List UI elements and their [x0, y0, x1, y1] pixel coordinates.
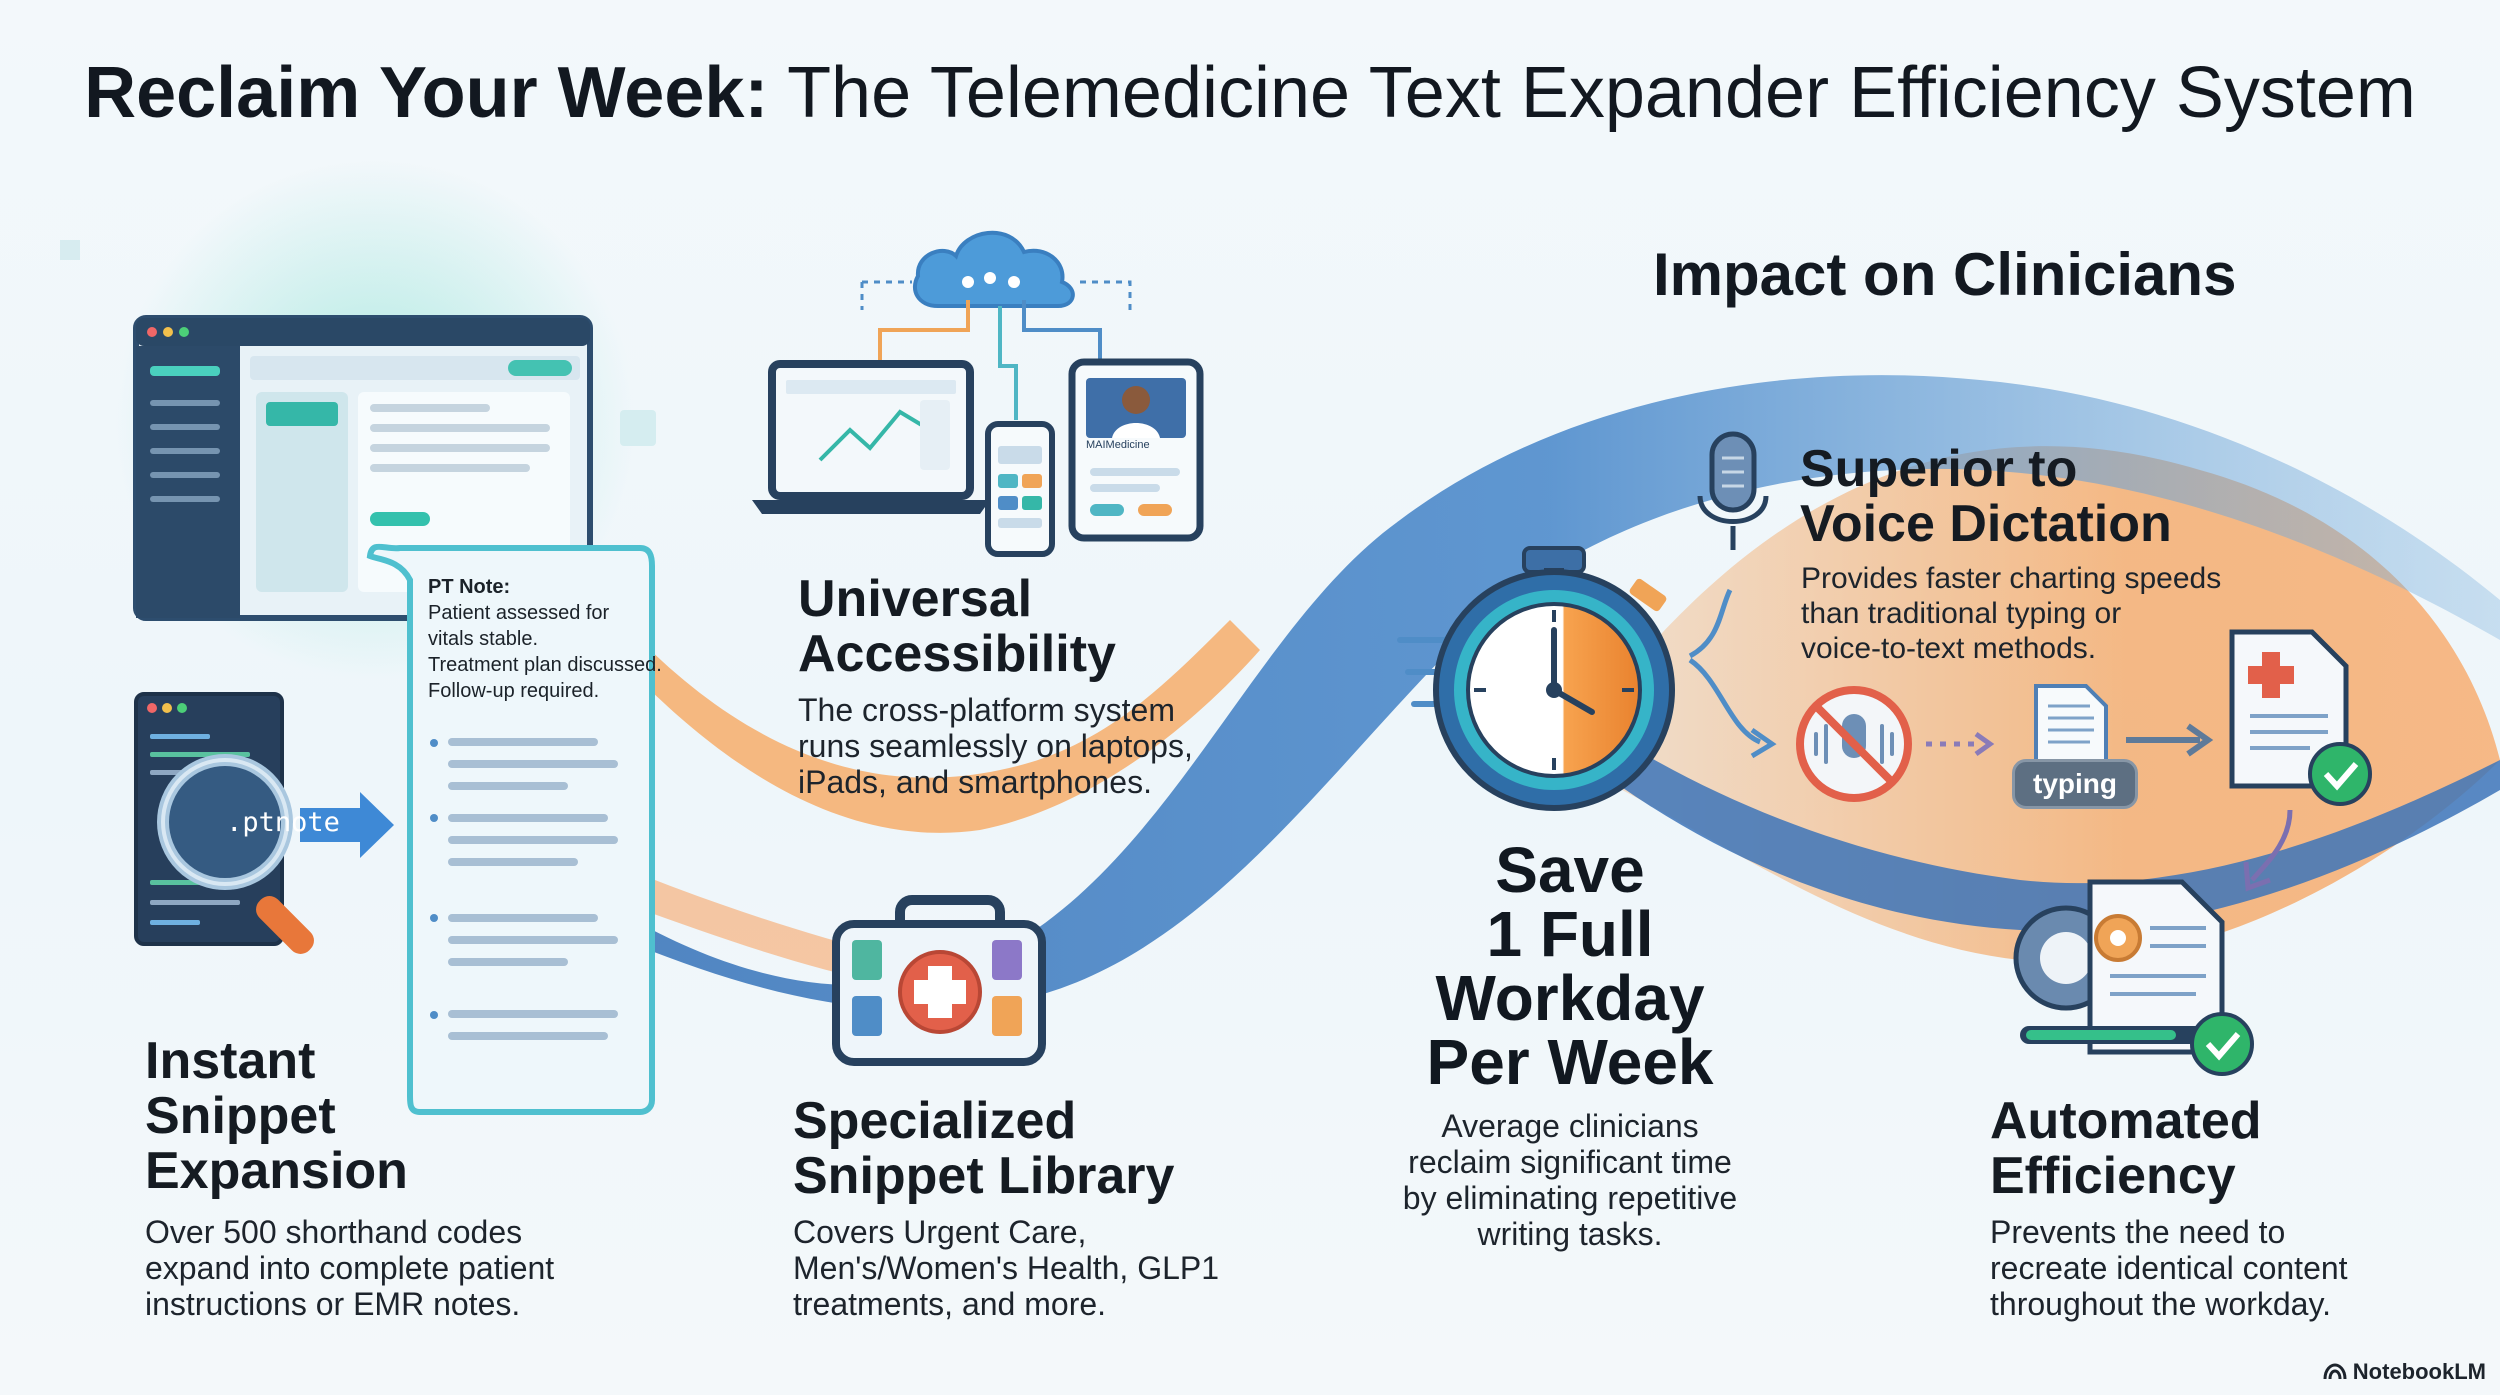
pt-note-line: Treatment plan discussed. — [428, 654, 662, 676]
medical-kit-icon — [832, 895, 1046, 1066]
title-line: 1 Full — [1486, 898, 1654, 970]
title-line: Snippet Library — [793, 1147, 1175, 1205]
smartphone-icon — [985, 421, 1055, 557]
title-line: Superior to — [1800, 440, 2078, 498]
impact-heading: Impact on Clinicians — [1653, 241, 2237, 308]
tablet-label: MAIMedicine — [1086, 439, 1150, 451]
document-icon — [2034, 684, 2108, 770]
brand-label: NotebookLM — [2352, 1359, 2486, 1384]
browser-window-icon — [60, 160, 656, 680]
pt-note-document — [366, 543, 655, 1115]
pt-note-text: PT Note: Patient assessed for vitals sta… — [428, 574, 668, 704]
desc-line: Covers Urgent Care, — [793, 1214, 1087, 1250]
save-workday-description: Average clinicians reclaim significant t… — [1340, 1108, 1800, 1252]
save-workday-title: Save 1 Full Workday Per Week — [1330, 838, 1810, 1094]
desc-line: Prevents the need to — [1990, 1214, 2286, 1250]
typing-chip: typing — [2012, 759, 2138, 809]
checkmark-icon — [2308, 742, 2372, 806]
tablet-icon: MAIMedicine — [1068, 358, 1204, 542]
desc-line: Provides faster charting speeds — [1801, 562, 2222, 595]
stopwatch-icon — [1397, 546, 1675, 811]
pt-note-line: vitals stable. — [428, 628, 539, 650]
title-bold: Reclaim Your Week: — [84, 53, 769, 133]
title-line: Per Week — [1426, 1026, 1714, 1098]
title-line: Accessibility — [798, 625, 1116, 683]
page-title: Reclaim Your Week: The Telemedicine Text… — [0, 52, 2500, 134]
desc-line: reclaim significant time — [1408, 1144, 1732, 1180]
pt-note-line: Follow-up required. — [428, 680, 600, 702]
desc-line: Over 500 shorthand codes — [145, 1214, 523, 1250]
desc-line: instructions or EMR notes. — [145, 1286, 521, 1322]
title-line: Automated — [1990, 1092, 2262, 1150]
no-voice-icon — [1796, 686, 1912, 802]
desc-line: runs seamlessly on laptops, — [798, 728, 1193, 764]
instant-snippet-description: Over 500 shorthand codes expand into com… — [145, 1214, 554, 1322]
snippet-code: .ptnote — [226, 807, 340, 838]
universal-accessibility-description: The cross-platform system runs seamlessl… — [798, 692, 1193, 800]
title-line: Universal — [798, 570, 1033, 628]
notebooklm-brand: NotebookLM — [2323, 1359, 2486, 1385]
title-line: Snippet — [145, 1087, 336, 1145]
title-line: Voice Dictation — [1800, 495, 2172, 553]
desc-line: iPads, and smartphones. — [798, 764, 1152, 800]
voice-dictation-description: Provides faster charting speeds than tra… — [1801, 561, 2221, 666]
title-rest: The Telemedicine Text Expander Efficienc… — [768, 53, 2416, 133]
medical-document-icon — [2229, 629, 2349, 789]
desc-line: throughout the workday. — [1990, 1286, 2331, 1322]
desc-line: Men's/Women's Health, GLP1 — [793, 1250, 1220, 1286]
desc-line: The cross-platform system — [798, 692, 1175, 728]
title-line: Instant — [145, 1032, 316, 1090]
desc-line: treatments, and more. — [793, 1286, 1107, 1322]
microphone-icon — [1697, 431, 1769, 550]
cloud-icon — [860, 230, 1132, 420]
desc-line: voice-to-text methods. — [1801, 632, 2097, 665]
snippet-library-title: Specialized Snippet Library — [793, 1094, 1174, 1204]
desc-line: recreate identical content — [1990, 1250, 2348, 1286]
desc-line: by eliminating repetitive — [1402, 1180, 1738, 1216]
desc-line: than traditional typing or — [1801, 597, 2122, 630]
desc-line: Average clinicians — [1441, 1108, 1699, 1144]
snippet-library-description: Covers Urgent Care, Men's/Women's Health… — [793, 1214, 1219, 1322]
title-line: Save — [1495, 834, 1645, 906]
automated-efficiency-description: Prevents the need to recreate identical … — [1990, 1214, 2348, 1322]
pt-note-title: PT Note: — [428, 576, 511, 598]
desc-line: writing tasks. — [1477, 1216, 1663, 1252]
universal-accessibility-title: Universal Accessibility — [798, 572, 1116, 682]
desc-line: expand into complete patient — [145, 1250, 555, 1286]
checkmark-icon — [2190, 1012, 2254, 1076]
title-line: Workday — [1435, 962, 1705, 1034]
laptop-icon — [752, 360, 990, 514]
notebooklm-logo-icon — [2323, 1363, 2347, 1380]
pt-note-line: Patient assessed for — [428, 602, 610, 624]
instant-snippet-title: Instant Snippet Expansion — [145, 1034, 408, 1199]
title-line: Efficiency — [1990, 1147, 2236, 1205]
magnifier-icon — [157, 754, 314, 954]
title-line: Expansion — [145, 1142, 408, 1200]
voice-dictation-title: Superior to Voice Dictation — [1800, 442, 2172, 552]
automated-efficiency-title: Automated Efficiency — [1990, 1094, 2262, 1204]
title-line: Specialized — [793, 1092, 1077, 1150]
arrow-right-icon — [300, 792, 394, 858]
gear-document-icon — [2013, 879, 2225, 1055]
blue-wave — [600, 375, 2500, 1011]
